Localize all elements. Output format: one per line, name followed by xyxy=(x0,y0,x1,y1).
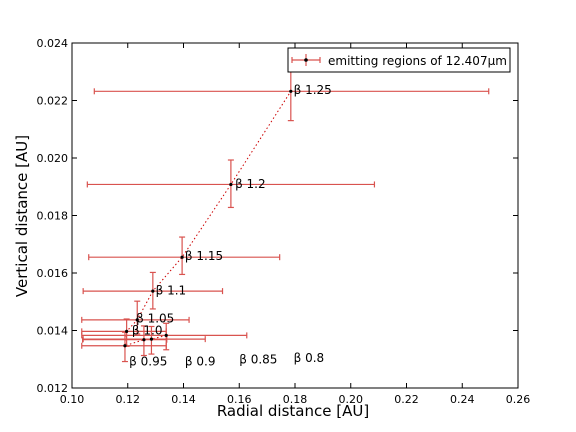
point-label: β 0.9 xyxy=(185,355,216,369)
y-tick-label: 0.018 xyxy=(37,210,69,223)
x-tick-label: 0.18 xyxy=(283,393,308,406)
x-tick-label: 0.12 xyxy=(116,393,141,406)
legend-marker-icon xyxy=(291,54,321,66)
legend: emitting regions of 12.407μm xyxy=(287,47,511,73)
data-point xyxy=(180,255,184,259)
x-tick-label: 0.10 xyxy=(60,393,85,406)
y-tick-label: 0.022 xyxy=(37,95,69,108)
x-axis-label: Radial distance [AU] xyxy=(217,402,369,420)
y-tick-label: 0.020 xyxy=(37,152,69,165)
data-point xyxy=(164,333,168,337)
legend-point xyxy=(304,58,308,62)
x-tick-label: 0.24 xyxy=(450,393,475,406)
data-point xyxy=(123,344,127,348)
x-tick-label: 0.14 xyxy=(171,393,196,406)
point-annotations: β 1.25 β 1.2 β 1.15 β 1.1 β 1.05β 1.0 β 0.95 β… xyxy=(129,83,332,369)
data-point xyxy=(135,318,139,322)
legend-label: emitting regions of 12.407μm xyxy=(328,54,507,68)
y-tick-label: 0.014 xyxy=(37,325,69,338)
x-tick-label: 0.16 xyxy=(227,393,252,406)
data-point xyxy=(151,289,155,293)
y-tick-label: 0.024 xyxy=(37,37,69,50)
x-axis-ticks: 0.10 0.12 0.14 0.16 0.18 0.20 0.22 0.24 0.26 xyxy=(60,43,531,406)
point-label: β 0.95 xyxy=(129,355,167,369)
x-tick-label: 0.22 xyxy=(394,393,419,406)
legend-box xyxy=(287,47,511,73)
y-tick-label: 0.016 xyxy=(37,267,69,280)
point-label: β 1.0 xyxy=(132,324,163,338)
point-label: β 1.2 xyxy=(235,177,266,191)
point-label: β 1.25 xyxy=(294,83,332,97)
x-tick-label: 0.26 xyxy=(506,393,531,406)
data-point xyxy=(229,182,233,187)
point-label: β 0.8 xyxy=(294,351,325,365)
point-label: β 1.05 xyxy=(136,311,174,325)
trend-line xyxy=(124,91,292,347)
dotted-trend-line xyxy=(124,91,292,347)
data-point xyxy=(149,337,154,341)
data-point xyxy=(125,329,129,333)
point-label: β 0.85 xyxy=(239,352,277,366)
y-axis-ticks: 0.012 0.014 0.016 0.018 0.020 0.022 0.024 xyxy=(37,37,518,395)
data-point xyxy=(289,89,293,93)
data-markers xyxy=(123,89,293,348)
data-point xyxy=(142,338,146,342)
x-tick-label: 0.20 xyxy=(339,393,364,406)
y-tick-label: 0.012 xyxy=(37,382,69,395)
point-label: β 1.15 xyxy=(185,249,223,263)
point-label: β 1.1 xyxy=(156,283,187,297)
y-axis-label: Vertical distance [AU] xyxy=(13,135,31,297)
